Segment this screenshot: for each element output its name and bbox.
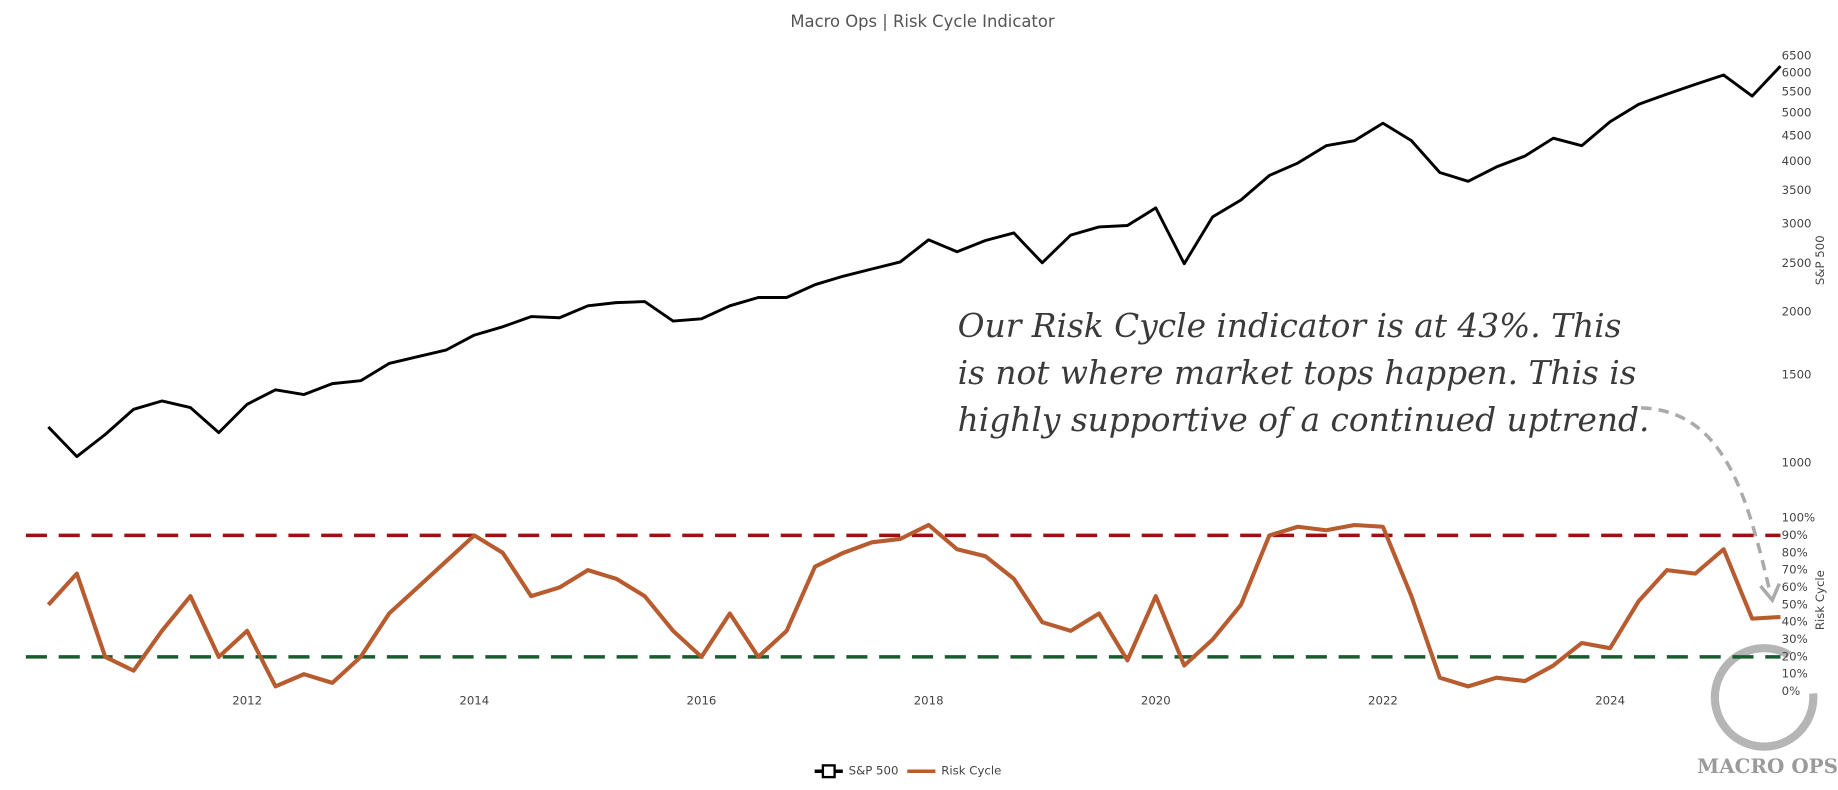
y-tick-label: 1500 [1782, 367, 1812, 381]
y-tick-label: 4500 [1782, 128, 1812, 142]
y-tick-label: 2000 [1782, 305, 1812, 319]
legend-label: S&P 500 [849, 764, 899, 778]
y-axis-label: S&P 500 [1813, 235, 1827, 285]
x-tick-label: 2022 [1368, 693, 1398, 707]
y2-tick-label: 20% [1782, 649, 1808, 663]
y-tick-label: 6500 [1782, 48, 1812, 62]
y2-tick-label: 60% [1782, 580, 1808, 594]
arrow-head [1759, 583, 1781, 604]
x-tick-label: 2012 [232, 693, 262, 707]
y-tick-label: 1000 [1782, 455, 1812, 469]
logo-text: MACRO OPS [1697, 754, 1838, 778]
y2-tick-label: 40% [1782, 615, 1808, 629]
y2-tick-label: 90% [1782, 528, 1808, 542]
y-tick-label: 4000 [1782, 154, 1812, 168]
y2-tick-label: 80% [1782, 545, 1808, 559]
y2-tick-label: 100% [1782, 511, 1816, 525]
annotation: Our Risk Cycle indicator is at 43%. This [958, 307, 1622, 345]
annotation: is not where market tops happen. This is [958, 354, 1637, 392]
y-tick-label: 3500 [1782, 183, 1812, 197]
y2-tick-label: 10% [1782, 667, 1808, 681]
annotation: highly supportive of a continued uptrend… [958, 401, 1650, 439]
x-tick-label: 2024 [1595, 693, 1625, 707]
legend-label: Risk Cycle [941, 764, 1001, 778]
y-tick-label: 6000 [1782, 66, 1812, 80]
series-line [47, 65, 1782, 459]
y-tick-label: 3000 [1782, 217, 1812, 231]
logo-ring [1710, 644, 1818, 751]
y2-tick-label: 30% [1782, 632, 1808, 646]
series-line [46, 522, 1781, 689]
x-tick-label: 2016 [687, 693, 717, 707]
legend-swatch-box [821, 764, 836, 779]
y2-axis-label: Risk Cycle [1813, 570, 1827, 630]
y-tick-label: 5500 [1782, 85, 1812, 99]
annotation-arrow [1640, 406, 1772, 593]
x-tick-label: 2018 [914, 693, 944, 707]
x-tick-label: 2014 [459, 693, 489, 707]
x-tick-label: 2020 [1141, 693, 1171, 707]
y-tick-label: 2500 [1782, 256, 1812, 270]
y-tick-label: 5000 [1782, 105, 1812, 119]
y2-tick-label: 0% [1782, 684, 1801, 698]
chart-title: Macro Ops | Risk Cycle Indicator [790, 12, 1054, 31]
y2-tick-label: 50% [1782, 597, 1808, 611]
y2-tick-label: 70% [1782, 563, 1808, 577]
